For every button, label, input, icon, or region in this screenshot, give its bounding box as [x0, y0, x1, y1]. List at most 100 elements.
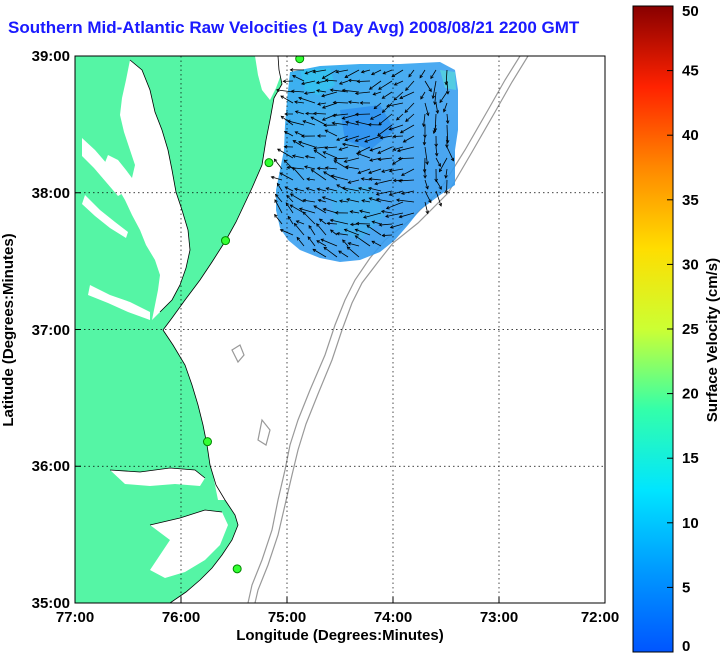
velocity-vector	[344, 228, 360, 236]
velocity-vector	[378, 80, 393, 90]
velocity-vector	[344, 69, 360, 78]
vector-arrowhead	[313, 205, 318, 209]
vector-arrowhead	[341, 88, 346, 93]
colorbar-tick-label: 0	[682, 638, 690, 655]
vector-arrowhead	[336, 137, 340, 141]
velocity-vector	[358, 187, 371, 192]
pamlico-sound	[150, 510, 228, 578]
velocity-vector	[305, 155, 316, 159]
vector-arrowhead	[275, 88, 280, 92]
velocity-vector	[373, 91, 382, 96]
vector-arrowhead	[313, 146, 317, 150]
vector-arrowhead	[420, 95, 424, 100]
velocity-vector	[330, 229, 338, 236]
vector-arrowhead	[316, 166, 321, 171]
vector-arrowhead	[306, 177, 311, 181]
vector-arrowhead	[349, 222, 354, 227]
vector-arrowhead	[402, 139, 407, 143]
velocity-vector	[435, 190, 442, 207]
velocity-vector	[443, 102, 448, 112]
vector-arrowhead	[283, 145, 288, 149]
velocity-vector	[355, 135, 371, 142]
velocity-vector	[364, 135, 382, 143]
velocity-vector	[420, 91, 426, 100]
vector-arrowhead	[354, 228, 359, 232]
vector-arrowhead	[357, 187, 362, 191]
velocity-vector	[342, 239, 349, 247]
velocity-vector	[389, 168, 404, 172]
velocity-vector	[313, 113, 327, 115]
vector-arrowhead	[324, 129, 329, 133]
vector-arrowhead	[304, 154, 309, 159]
velocity-vector	[339, 146, 349, 151]
vector-arrowhead	[308, 225, 312, 229]
vector-arrowhead	[313, 111, 317, 116]
velocity-field-highlight	[300, 68, 335, 95]
velocity-vector	[355, 91, 371, 94]
velocity-vector	[430, 69, 437, 79]
vector-arrowhead	[276, 182, 281, 187]
bathymetry-contours	[231, 56, 529, 603]
colorbar-tick-label: 15	[682, 450, 699, 467]
velocity-vector	[382, 91, 393, 99]
velocity-vector	[312, 248, 327, 258]
vector-arrowhead	[439, 168, 443, 173]
vector-arrowhead	[292, 74, 296, 79]
velocity-vector	[393, 179, 404, 181]
velocity-vector	[305, 113, 316, 115]
vector-arrowhead	[286, 165, 291, 170]
x-axis-title: Longitude (Degrees:Minutes)	[236, 627, 444, 644]
vector-arrowhead	[341, 142, 346, 147]
y-tick-label: 37:00	[32, 322, 70, 339]
vector-arrowhead	[375, 197, 380, 202]
velocity-vector	[439, 91, 448, 103]
velocity-vector	[277, 148, 294, 159]
vector-arrowhead	[323, 123, 327, 128]
vector-arrowhead	[382, 71, 387, 75]
velocity-vector	[382, 69, 393, 75]
velocity-vector	[306, 178, 316, 181]
vector-arrowhead	[405, 118, 409, 122]
vector-arrowhead	[386, 103, 390, 108]
velocity-vector	[304, 166, 316, 170]
velocity-vector	[292, 75, 305, 82]
vector-arrowhead	[368, 177, 373, 181]
vector-arrowhead	[331, 121, 336, 125]
velocity-vector	[310, 116, 327, 126]
vector-arrowhead	[338, 250, 342, 254]
vector-arrowhead	[316, 187, 321, 192]
vector-arrowhead	[434, 143, 438, 148]
vector-arrowhead	[289, 193, 294, 197]
velocity-vector	[378, 113, 393, 125]
vector-arrowhead	[399, 95, 404, 99]
vector-arrowhead	[322, 207, 327, 212]
vector-arrowhead	[355, 221, 360, 226]
vector-arrowhead	[396, 116, 400, 121]
velocity-vector	[313, 69, 327, 73]
velocity-vector	[398, 179, 415, 182]
velocity-vector	[433, 124, 437, 134]
velocity-vector	[332, 122, 349, 126]
vector-arrowhead	[336, 184, 340, 188]
velocity-vector	[325, 146, 338, 149]
vector-arrowhead	[274, 199, 278, 203]
vector-arrowhead	[363, 215, 367, 219]
velocity-vector	[311, 169, 327, 181]
velocity-vector	[285, 202, 294, 214]
vector-arrowhead	[279, 228, 284, 233]
velocity-vector	[331, 175, 349, 181]
vector-arrowhead	[286, 119, 291, 124]
vector-arrowhead	[332, 100, 337, 105]
y-tick-label: 39:00	[32, 48, 70, 65]
x-tick-label: 75:00	[268, 609, 306, 626]
vector-arrowhead	[296, 236, 301, 241]
velocity-vector	[296, 237, 305, 247]
velocity-vector	[348, 242, 360, 247]
vector-arrowhead	[344, 137, 349, 142]
vector-arrowhead	[423, 175, 427, 179]
velocity-vector	[292, 140, 305, 148]
velocity-vector	[342, 187, 360, 192]
velocity-vector	[371, 69, 382, 75]
velocity-vector	[382, 102, 393, 113]
vector-arrowhead	[361, 199, 365, 203]
